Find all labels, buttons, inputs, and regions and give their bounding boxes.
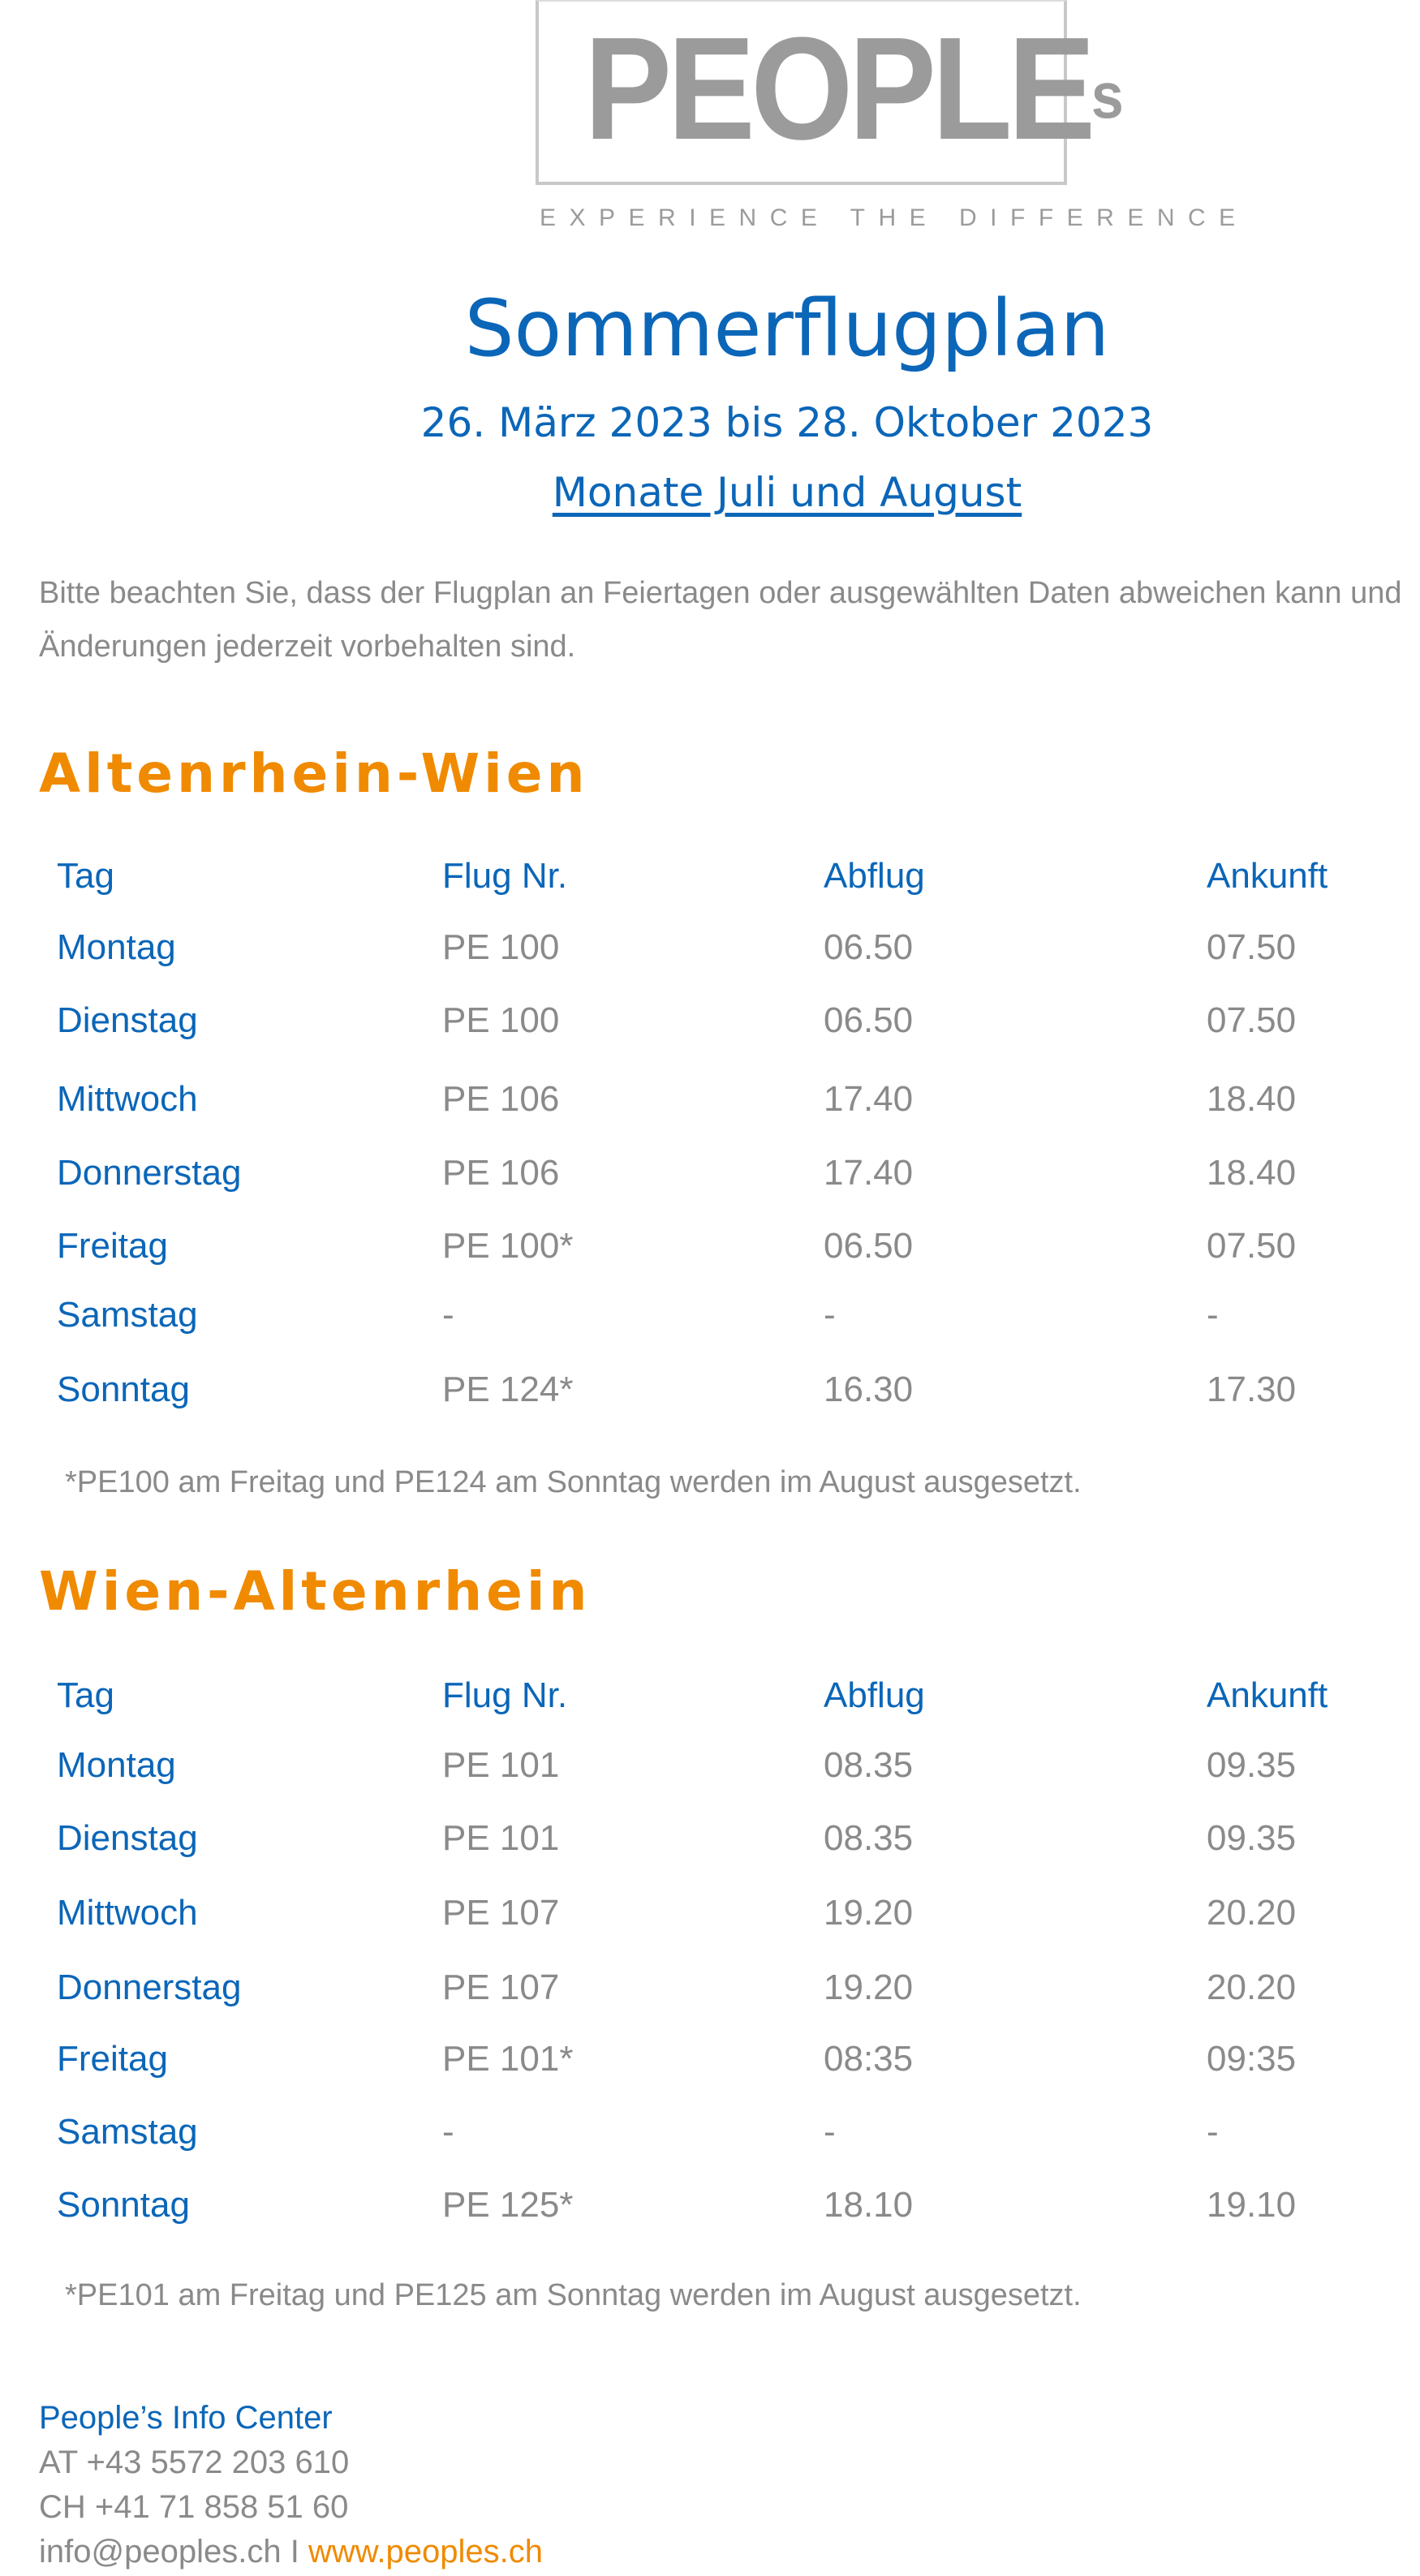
table-cell: - xyxy=(824,1295,836,1335)
column-header: Abflug xyxy=(824,856,925,896)
column-header: Abflug xyxy=(824,1675,925,1715)
table-cell: 16.30 xyxy=(824,1370,914,1409)
logo-frame xyxy=(536,0,1067,185)
row-day: Freitag xyxy=(57,2039,168,2079)
section-note: *PE101 am Freitag und PE125 am Sonntag w… xyxy=(65,2278,1082,2312)
table-cell: 17.40 xyxy=(824,1079,914,1119)
phone-ch: CH +41 71 858 51 60 xyxy=(39,2489,349,2525)
row-day: Mittwoch xyxy=(57,1079,198,1119)
table-cell: 19.20 xyxy=(824,1893,914,1933)
row-day: Samstag xyxy=(57,2112,198,2152)
table-cell: PE 106 xyxy=(442,1153,560,1193)
table-cell: PE 125* xyxy=(442,2185,574,2225)
row-day: Montag xyxy=(57,1745,176,1785)
row-day: Dienstag xyxy=(57,1818,198,1858)
table-cell: - xyxy=(442,2112,454,2152)
table-cell: 17.30 xyxy=(1207,1370,1297,1409)
table-cell: 08:35 xyxy=(824,2039,914,2079)
column-header: Tag xyxy=(57,1675,114,1715)
table-cell: 08.35 xyxy=(824,1745,914,1785)
table-cell: 06.50 xyxy=(824,1000,914,1040)
row-day: Mittwoch xyxy=(57,1893,198,1933)
contact-line: info@peoples.ch I www.peoples.ch xyxy=(39,2534,543,2570)
separator: I xyxy=(290,2534,299,2570)
table-cell: 06.50 xyxy=(824,1226,914,1266)
column-header: Ankunft xyxy=(1207,1675,1328,1715)
table-cell: - xyxy=(442,1295,454,1335)
table-cell: 20.20 xyxy=(1207,1967,1297,2007)
table-cell: 09.35 xyxy=(1207,1818,1297,1858)
months-link[interactable]: Monate Juli und August xyxy=(552,469,1022,516)
table-cell: 19.20 xyxy=(824,1967,914,2007)
column-header: Ankunft xyxy=(1207,856,1328,896)
section-heading: Wien-Altenrhein xyxy=(39,1560,592,1623)
table-cell: 20.20 xyxy=(1207,1893,1297,1933)
table-cell: PE 101 xyxy=(442,1818,560,1858)
email-link[interactable]: info@peoples.ch xyxy=(39,2534,282,2570)
phone-at: AT +43 5572 203 610 xyxy=(39,2445,350,2480)
table-cell: 19.10 xyxy=(1207,2185,1297,2225)
table-cell: - xyxy=(1207,1295,1219,1335)
table-cell: PE 100 xyxy=(442,927,560,967)
row-day: Sonntag xyxy=(57,2185,190,2225)
table-cell: PE 101* xyxy=(442,2039,574,2079)
logo-tagline: EXPERIENCE THE DIFFERENCE xyxy=(540,204,1249,231)
row-day: Montag xyxy=(57,927,176,967)
table-cell: 09.35 xyxy=(1207,1745,1297,1785)
row-day: Donnerstag xyxy=(57,1967,242,2007)
table-cell: 18.40 xyxy=(1207,1079,1297,1119)
notice-line-1: Bitte beachten Sie, dass der Flugplan an… xyxy=(39,576,1402,610)
table-cell: - xyxy=(824,2112,836,2152)
table-cell: PE 106 xyxy=(442,1079,560,1119)
row-day: Dienstag xyxy=(57,1000,198,1040)
table-cell: PE 107 xyxy=(442,1967,560,2007)
column-header: Tag xyxy=(57,856,114,896)
table-cell: 17.40 xyxy=(824,1153,914,1193)
column-header: Flug Nr. xyxy=(442,1675,568,1715)
table-cell: PE 101 xyxy=(442,1745,560,1785)
table-cell: 18.40 xyxy=(1207,1153,1297,1193)
date-range: 26. März 2023 bis 28. Oktober 2023 xyxy=(420,399,1154,446)
row-day: Donnerstag xyxy=(57,1153,242,1193)
section-heading: Altenrhein-Wien xyxy=(39,742,589,805)
table-cell: PE 107 xyxy=(442,1893,560,1933)
table-cell: - xyxy=(1207,2112,1219,2152)
website-link[interactable]: www.peoples.ch xyxy=(308,2534,543,2570)
notice-line-2: Änderungen jederzeit vorbehalten sind. xyxy=(39,630,576,664)
row-day: Samstag xyxy=(57,1295,198,1335)
table-cell: 06.50 xyxy=(824,927,914,967)
table-cell: PE 100 xyxy=(442,1000,560,1040)
row-day: Sonntag xyxy=(57,1370,190,1409)
section-note: *PE100 am Freitag und PE124 am Sonntag w… xyxy=(65,1465,1082,1499)
table-cell: PE 100* xyxy=(442,1226,574,1266)
row-day: Freitag xyxy=(57,1226,168,1266)
info-center-title: People’s Info Center xyxy=(39,2400,333,2436)
table-cell: 07.50 xyxy=(1207,927,1297,967)
table-cell: 09:35 xyxy=(1207,2039,1297,2079)
table-cell: PE 124* xyxy=(442,1370,574,1409)
page-title: Sommerflugplan xyxy=(464,283,1110,374)
table-cell: 07.50 xyxy=(1207,1000,1297,1040)
table-cell: 18.10 xyxy=(824,2185,914,2225)
table-cell: 08.35 xyxy=(824,1818,914,1858)
table-cell: 07.50 xyxy=(1207,1226,1297,1266)
logo-wordmark: PEOPLEs xyxy=(584,7,1124,170)
column-header: Flug Nr. xyxy=(442,856,568,896)
